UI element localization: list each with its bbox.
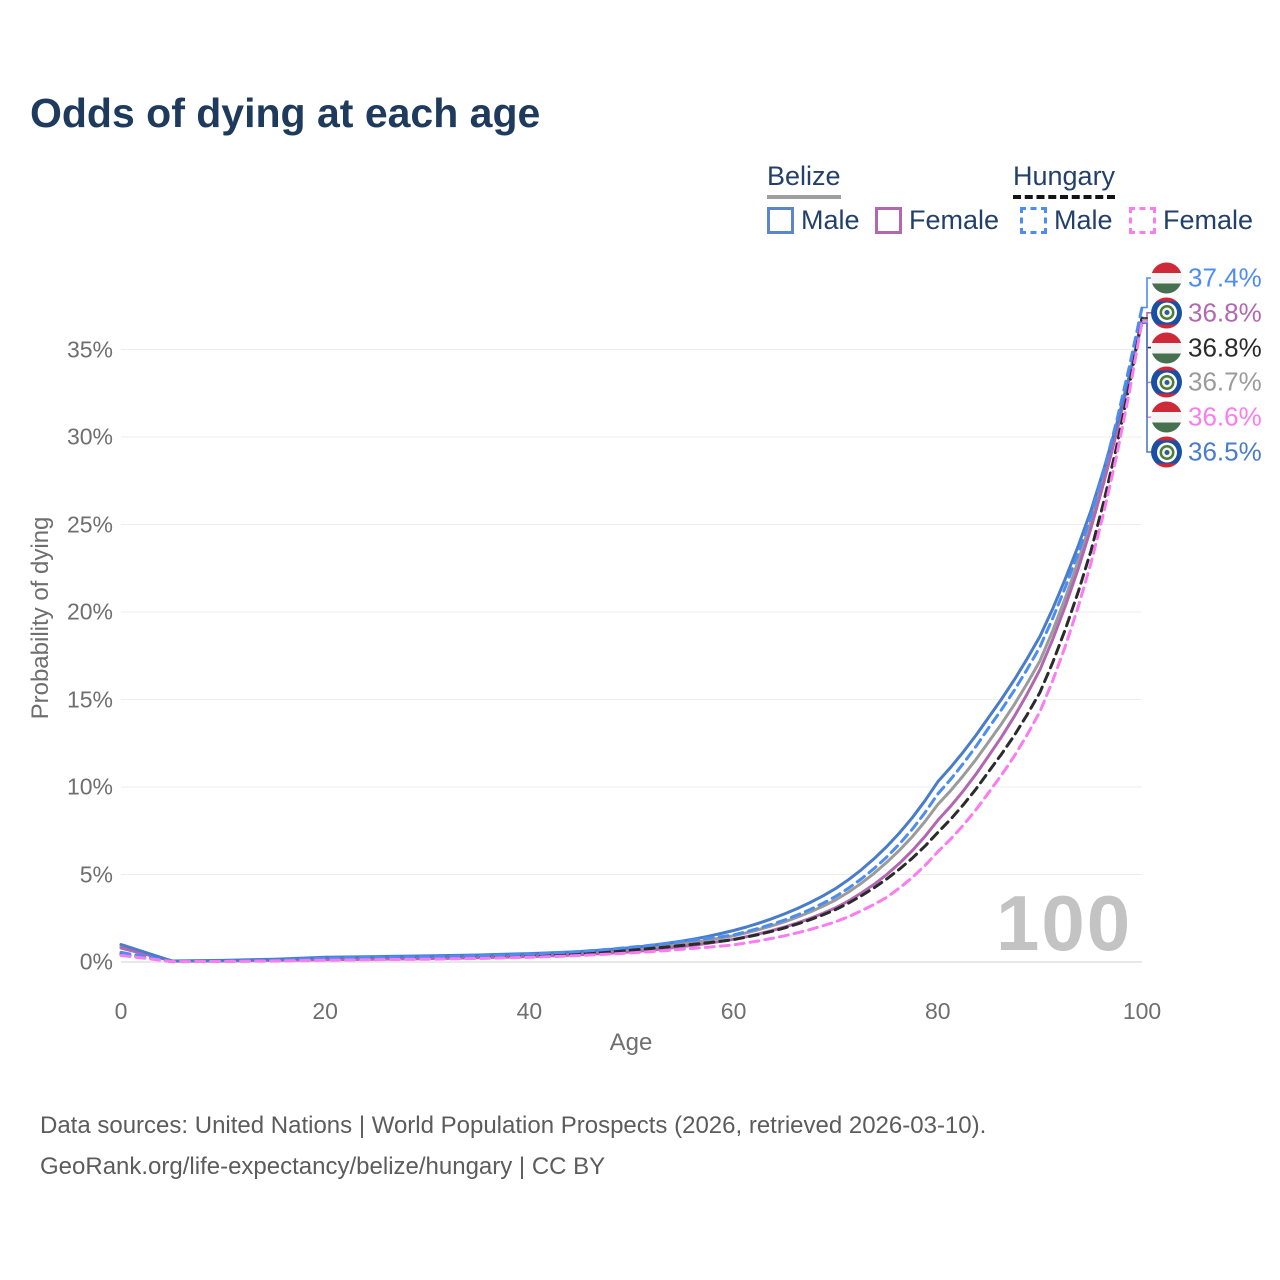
end-label-value: 36.5%: [1188, 436, 1262, 467]
x-tick-80: 80: [925, 998, 951, 1024]
data-source-line: Data sources: United Nations | World Pop…: [40, 1112, 987, 1139]
y-tick-15: 15%: [66, 686, 113, 712]
legend-label: Male: [801, 205, 860, 235]
legend-item-hungary-male[interactable]: Male: [1020, 205, 1113, 236]
series-line-hungary-male[interactable]: [119, 306, 1144, 963]
end-label-belize-male: 36.5%: [1151, 436, 1262, 468]
y-tick-25: 25%: [66, 511, 113, 537]
y-tick-35: 35%: [66, 336, 113, 362]
attribution-line: GeoRank.org/life-expectancy/belize/hunga…: [40, 1152, 606, 1180]
hungary-male-swatch-icon: [1020, 207, 1047, 234]
series-line-hungary-total[interactable]: [119, 316, 1144, 964]
y-tick-30: 30%: [66, 423, 113, 450]
legend-country-belize[interactable]: Belize: [767, 161, 841, 199]
end-label-value: 36.7%: [1188, 366, 1262, 397]
y-tick-20: 20%: [66, 598, 113, 625]
belize-flag-icon: [1151, 436, 1182, 468]
end-label-hungary-total: 36.8%: [1151, 332, 1262, 364]
end-label-value: 36.8%: [1188, 297, 1262, 328]
leader-line-hungary-male: [1142, 277, 1151, 309]
end-label-belize-total: 36.7%: [1151, 366, 1262, 398]
x-tick-100: 100: [1122, 998, 1162, 1024]
end-label-belize-female: 36.8%: [1151, 297, 1262, 329]
end-label-hungary-male: 37.4%: [1151, 262, 1262, 294]
y-tick-0: 0%: [79, 948, 113, 975]
belize-flag-icon: [1151, 297, 1182, 329]
belize-female-swatch-icon: [875, 207, 902, 234]
legend-label: Male: [1054, 205, 1113, 235]
legend-label: Female: [909, 205, 1000, 235]
hungary-flag-icon: [1151, 401, 1182, 433]
end-label-value: 36.6%: [1188, 401, 1262, 432]
hungary-flag-icon: [1151, 332, 1182, 364]
legend-item-belize-male[interactable]: Male: [767, 205, 860, 236]
hungary-female-swatch-icon: [1129, 207, 1156, 234]
x-tick-60: 60: [720, 998, 747, 1024]
footer: Data sources: United Nations | World Pop…: [40, 1106, 986, 1188]
end-label-value: 37.4%: [1188, 262, 1262, 293]
legend-country-hungary[interactable]: Hungary: [1013, 161, 1116, 199]
belize-flag-icon: [1151, 366, 1182, 398]
legend-item-hungary-female[interactable]: Female: [1129, 205, 1253, 236]
x-tick-40: 40: [516, 998, 543, 1024]
series-line-belize-male[interactable]: [119, 321, 1144, 963]
hungary-flag-icon: [1151, 262, 1182, 294]
y-tick-10: 10%: [66, 773, 113, 800]
x-tick-20: 20: [312, 998, 338, 1024]
y-axis-title: Probability of dying: [27, 516, 54, 720]
y-tick-5: 5%: [79, 861, 113, 887]
hover-age-watermark: 100: [996, 879, 1133, 967]
legend-label: Female: [1163, 205, 1254, 235]
x-axis-title: Age: [609, 1029, 653, 1056]
end-label-hungary-female: 36.6%: [1151, 401, 1262, 433]
series-line-hungary-female[interactable]: [119, 320, 1144, 964]
series-line-belize-total[interactable]: [119, 318, 1144, 963]
legend-item-belize-female[interactable]: Female: [875, 205, 999, 236]
page-title: Odds of dying at each age: [30, 90, 541, 136]
end-label-value: 36.8%: [1188, 332, 1262, 363]
series-line-belize-female[interactable]: [119, 316, 1144, 963]
x-tick-0: 0: [114, 998, 128, 1024]
leader-line-belize-male: [1142, 322, 1151, 453]
belize-male-swatch-icon: [767, 207, 794, 234]
